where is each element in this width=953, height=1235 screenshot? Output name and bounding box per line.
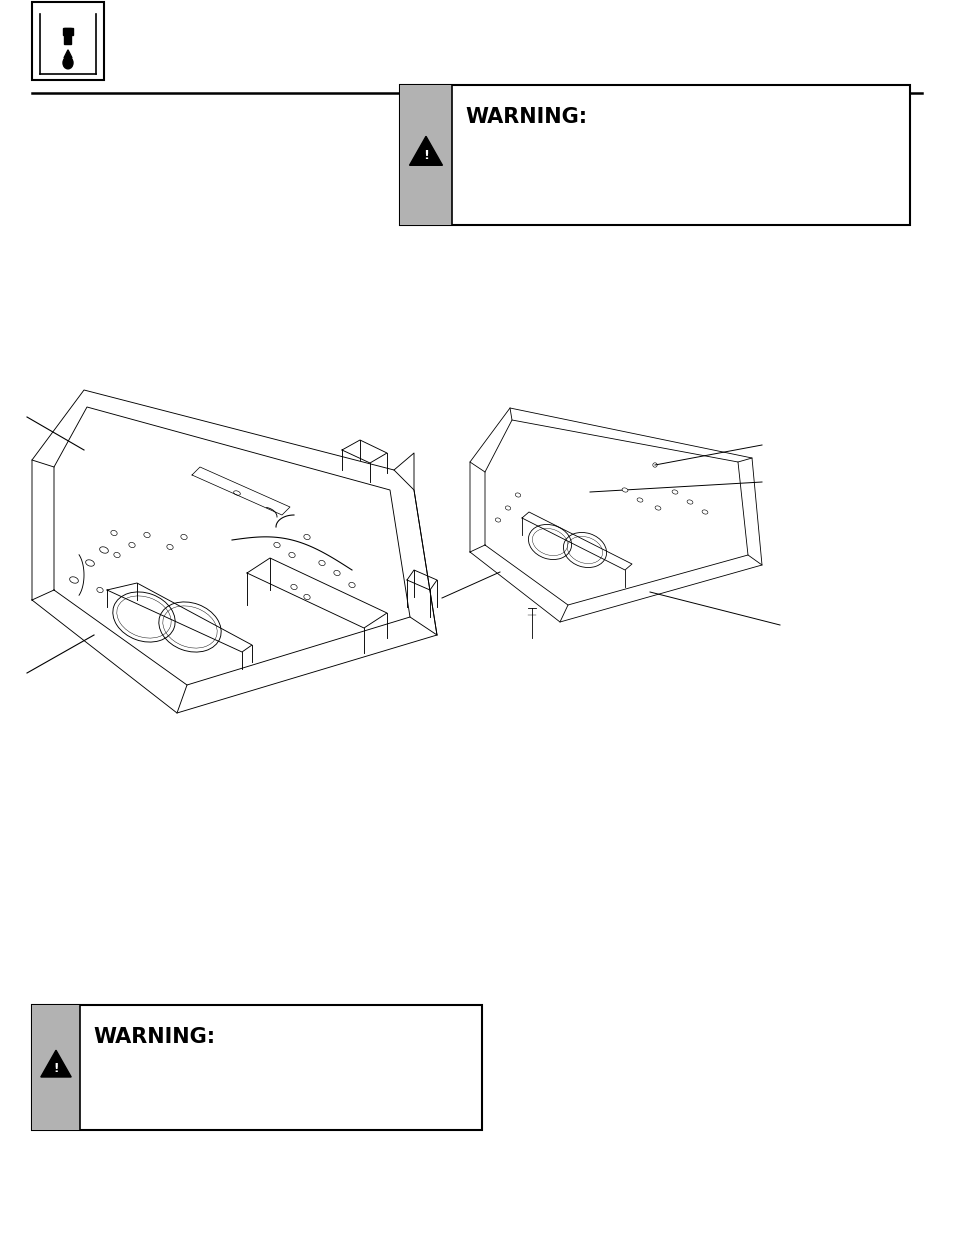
Bar	[399, 85, 909, 225]
Text: WARNING:: WARNING:	[92, 1028, 214, 1047]
Ellipse shape	[63, 57, 73, 69]
Ellipse shape	[303, 594, 310, 600]
Ellipse shape	[274, 542, 280, 547]
Ellipse shape	[111, 530, 117, 536]
Ellipse shape	[637, 498, 642, 503]
Text: !: !	[53, 1062, 59, 1074]
Bar	[32, 2, 104, 80]
Text: !: !	[422, 149, 429, 163]
Ellipse shape	[144, 532, 150, 537]
Ellipse shape	[289, 552, 294, 557]
Ellipse shape	[655, 506, 660, 510]
Polygon shape	[64, 49, 71, 58]
Bar	[63, 28, 73, 35]
Ellipse shape	[621, 488, 627, 492]
Ellipse shape	[99, 547, 109, 553]
Ellipse shape	[181, 535, 187, 540]
Ellipse shape	[167, 545, 173, 550]
Ellipse shape	[334, 571, 340, 576]
Ellipse shape	[86, 559, 94, 566]
Ellipse shape	[495, 517, 500, 522]
Bar	[32, 1005, 80, 1130]
Text: WARNING:: WARNING:	[464, 107, 586, 127]
Ellipse shape	[701, 510, 707, 514]
Ellipse shape	[686, 500, 692, 504]
Ellipse shape	[291, 584, 297, 589]
Polygon shape	[41, 1050, 71, 1077]
Bar	[32, 1005, 481, 1130]
Bar	[399, 85, 452, 225]
Ellipse shape	[349, 583, 355, 588]
Ellipse shape	[515, 493, 520, 496]
Ellipse shape	[303, 535, 310, 540]
Ellipse shape	[505, 506, 510, 510]
Ellipse shape	[129, 542, 135, 547]
Bar	[65, 28, 71, 44]
Ellipse shape	[113, 552, 120, 557]
Ellipse shape	[671, 490, 678, 494]
Ellipse shape	[318, 561, 325, 566]
Polygon shape	[409, 136, 442, 165]
Ellipse shape	[70, 577, 78, 583]
Ellipse shape	[96, 588, 103, 593]
